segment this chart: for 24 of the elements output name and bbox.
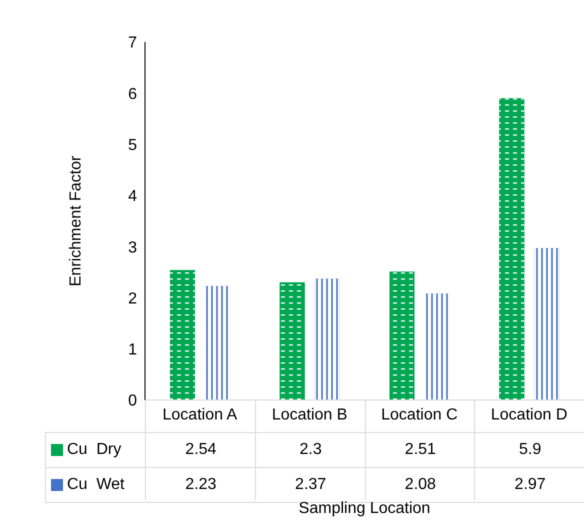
y-tick-label: 6 <box>128 86 138 103</box>
y-tick-label: 2 <box>128 290 138 308</box>
y-tick-label: 0 <box>128 392 138 410</box>
data-label: 2.3 <box>298 440 323 460</box>
y-axis-title: Enrichment Factor <box>68 154 85 286</box>
x-tick-label: Location D <box>490 406 568 424</box>
legend-label: Cu Wet <box>67 476 124 494</box>
y-tick-label: 4 <box>128 188 138 206</box>
data-label: 2.23 <box>184 475 218 495</box>
y-tick-label: 1 <box>128 342 138 359</box>
legend-label: Cu Dry <box>67 441 122 459</box>
data-label: 5.9 <box>518 440 542 460</box>
y-tick-label: 5 <box>128 136 138 154</box>
data-label: 2.97 <box>514 475 547 495</box>
y-tick-label: 3 <box>128 239 138 256</box>
data-label: 2.54 <box>184 440 218 460</box>
x-tick-label: Location A <box>162 406 238 424</box>
data-label: 2.08 <box>404 476 436 493</box>
data-label: 2.51 <box>404 440 437 460</box>
data-label: 2.37 <box>295 476 326 493</box>
x-tick-label: Location B <box>272 406 348 424</box>
x-axis-title: Sampling Location <box>298 500 432 518</box>
y-tick-label: 7 <box>128 34 138 52</box>
x-tick-label: Location C <box>381 406 458 424</box>
